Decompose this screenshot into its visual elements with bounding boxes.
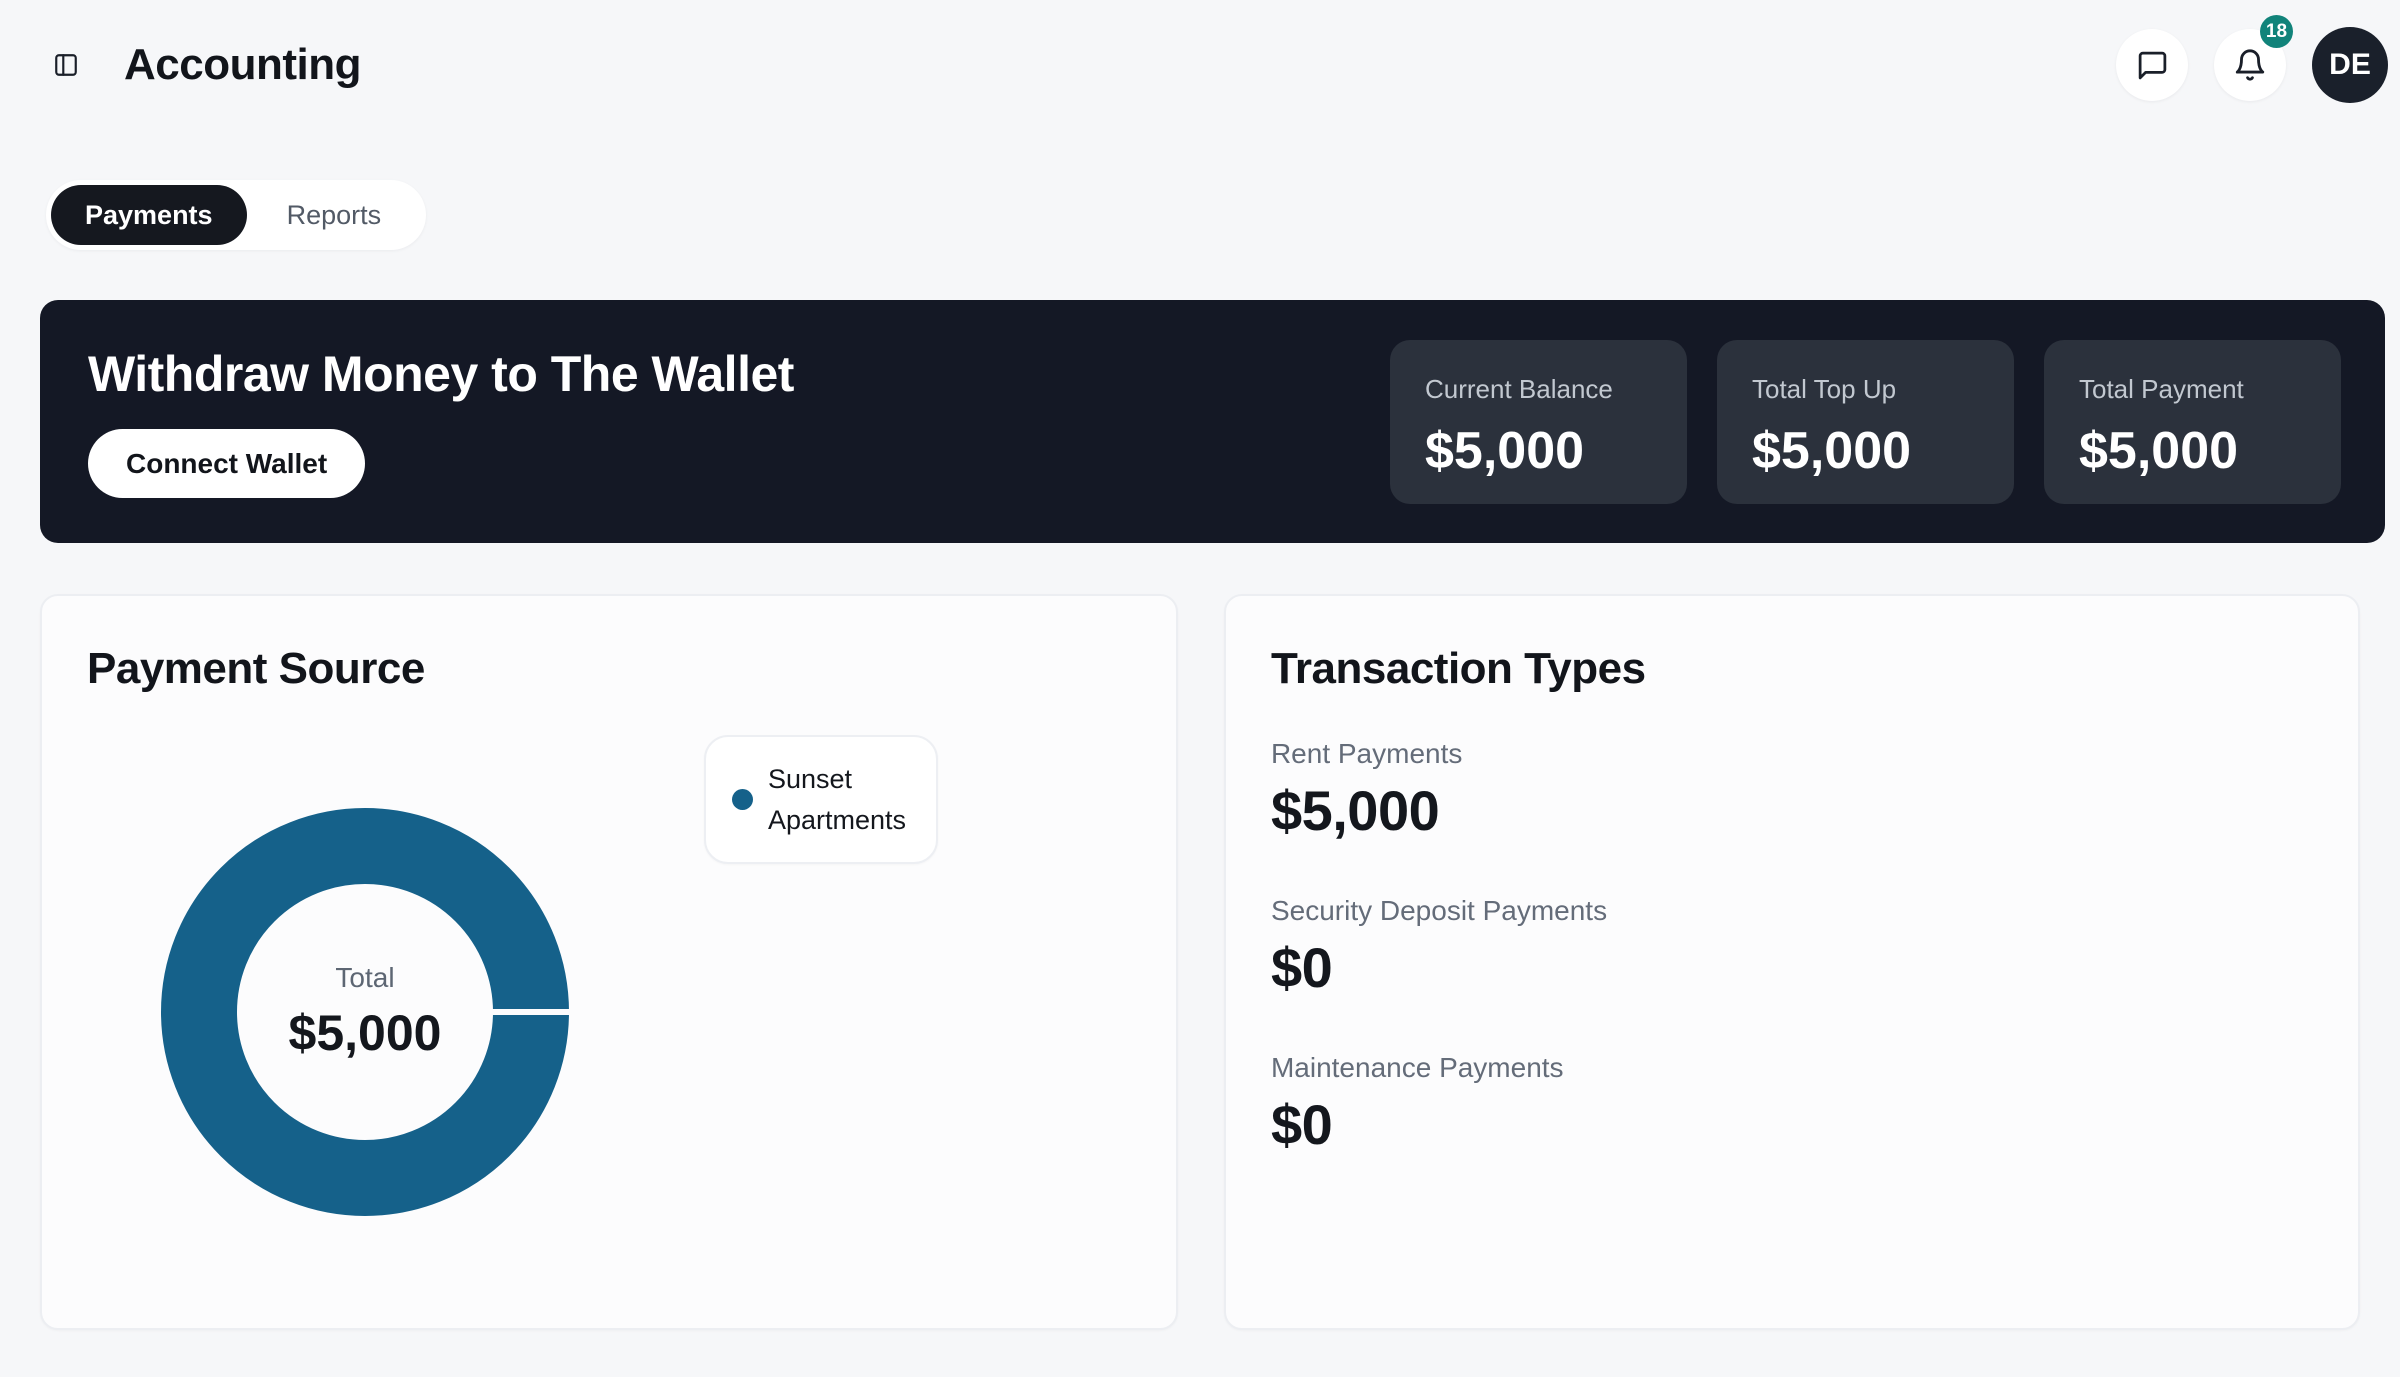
transaction-types-card: Transaction Types Rent Payments $5,000 S… xyxy=(1223,594,2360,1330)
stat-label: Total Top Up xyxy=(1752,373,1897,404)
stat-card-current-balance: Current Balance $5,000 xyxy=(1390,339,1687,504)
panel-left-icon xyxy=(53,52,79,78)
notification-count-badge: 18 xyxy=(2260,15,2293,48)
chat-button[interactable] xyxy=(2116,29,2188,101)
transaction-row-label: Security Deposit Payments xyxy=(1270,895,1608,926)
stat-card-total-top-up: Total Top Up $5,000 xyxy=(1717,339,2014,504)
tab-bar: Payments Reports xyxy=(46,180,427,250)
legend-color-dot xyxy=(732,789,753,810)
donut-slice-gap xyxy=(491,1009,570,1015)
transaction-row-rent: Rent Payments $5,000 xyxy=(1271,738,2310,843)
transaction-row-value: $5,000 xyxy=(1270,779,1440,842)
transaction-row-security-deposit: Security Deposit Payments $0 xyxy=(1271,895,2310,1000)
withdraw-banner-left: Withdraw Money to The Wallet Connect Wal… xyxy=(88,345,794,498)
header-actions: 18 DE xyxy=(2116,15,2388,103)
user-avatar[interactable]: DE xyxy=(2312,27,2388,103)
transaction-row-maintenance: Maintenance Payments $0 xyxy=(1271,1052,2310,1157)
stat-label: Total Payment xyxy=(2079,373,2244,404)
transaction-row-label: Rent Payments xyxy=(1270,738,1463,769)
legend-item-sunset-apartments: Sunset Apartments xyxy=(768,764,907,835)
transaction-row-label: Maintenance Payments xyxy=(1270,1052,1564,1083)
connect-wallet-button[interactable]: Connect Wallet xyxy=(88,429,366,498)
payment-source-title: Payment Source xyxy=(87,644,425,693)
chat-bubble-icon xyxy=(2136,49,2169,82)
payment-source-card: Payment Source Total $5,000 Sunset Apart… xyxy=(40,594,1178,1330)
stat-value: $5,000 xyxy=(1752,421,1912,480)
tab-reports[interactable]: Reports xyxy=(247,185,422,245)
chart-legend: Sunset Apartments xyxy=(704,735,938,864)
withdraw-banner: Withdraw Money to The Wallet Connect Wal… xyxy=(40,300,2385,543)
stat-value: $5,000 xyxy=(2079,421,2239,480)
donut-slice-sunset-apartments[interactable] xyxy=(161,808,569,1216)
notifications-button[interactable]: 18 xyxy=(2214,15,2293,101)
stat-value: $5,000 xyxy=(1425,421,1585,480)
page-title: Accounting xyxy=(124,40,361,89)
withdraw-banner-title: Withdraw Money to The Wallet xyxy=(88,346,794,402)
sidebar-toggle-button[interactable] xyxy=(53,52,79,78)
transaction-row-value: $0 xyxy=(1270,936,1333,999)
bell-icon xyxy=(2233,48,2267,82)
payment-source-donut-chart: Total $5,000 xyxy=(160,807,570,1217)
wallet-stats: Current Balance $5,000 Total Top Up $5,0… xyxy=(1390,339,2341,504)
tab-payments[interactable]: Payments xyxy=(51,185,247,245)
transaction-row-value: $0 xyxy=(1270,1093,1333,1156)
transaction-types-title: Transaction Types xyxy=(1270,644,1646,693)
top-bar: Accounting 18 DE xyxy=(53,15,2388,103)
stat-card-total-payment: Total Payment $5,000 xyxy=(2044,339,2341,504)
stat-label: Current Balance xyxy=(1425,373,1613,404)
dashboard-cards: Payment Source Total $5,000 Sunset Apart… xyxy=(40,594,2360,1330)
